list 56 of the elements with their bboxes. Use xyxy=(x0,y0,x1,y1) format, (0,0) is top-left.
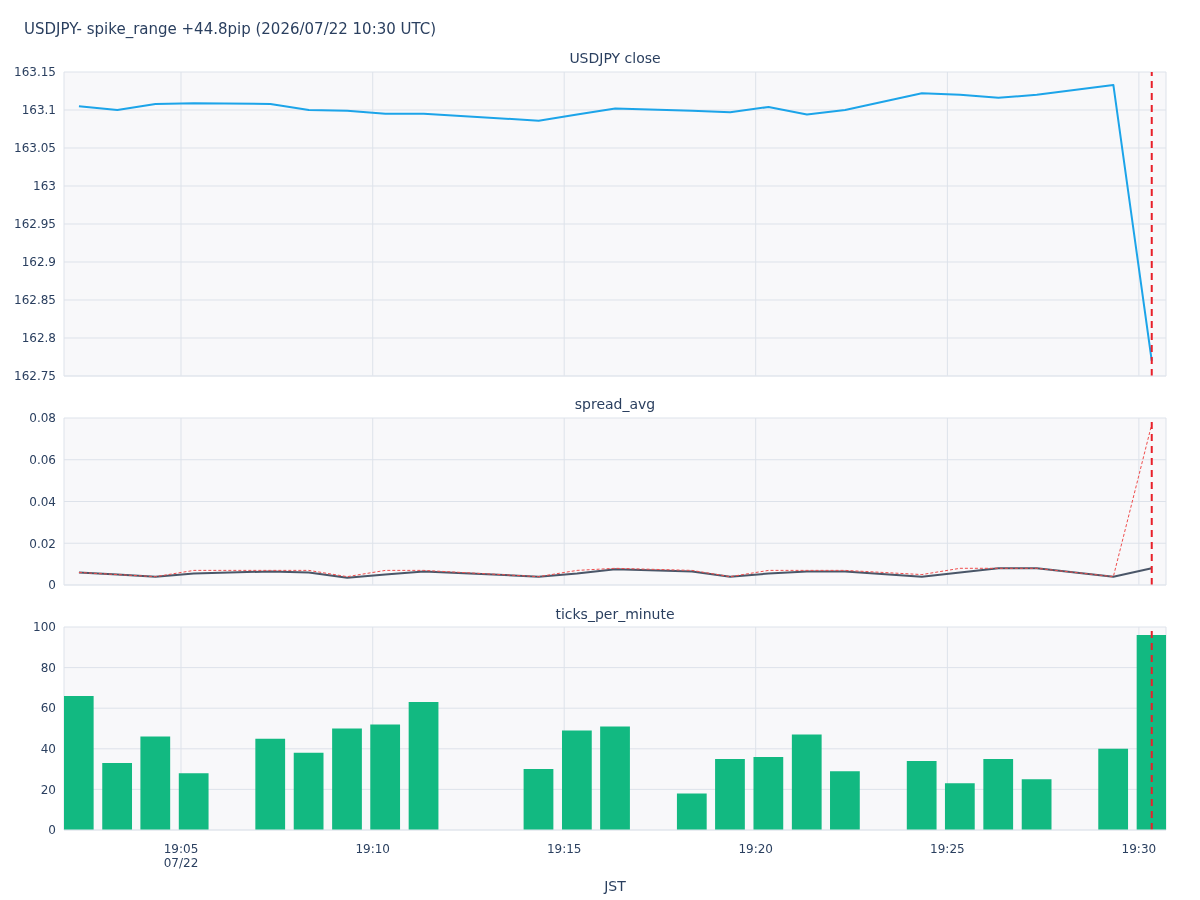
y-tick-label: 0 xyxy=(48,578,56,593)
y-tick-label: 80 xyxy=(40,660,56,675)
y-tick-label: 162.8 xyxy=(21,331,56,346)
bar xyxy=(332,728,362,830)
bar xyxy=(1136,635,1166,830)
bar xyxy=(293,752,324,830)
bar xyxy=(140,736,171,830)
y-tick-label: 163.15 xyxy=(14,65,56,80)
y-tick-label: 100 xyxy=(33,620,56,635)
bar xyxy=(523,769,554,830)
chart-title: spread_avg xyxy=(573,396,657,412)
y-tick-label: 162.75 xyxy=(14,369,56,384)
y-tick-label: 0.06 xyxy=(29,453,56,468)
bar xyxy=(753,756,784,830)
chart-subtitle: USDJPY close xyxy=(568,50,662,66)
y-tick-label: 163.05 xyxy=(14,141,56,156)
x-tick-label: 19:15 xyxy=(546,841,582,856)
x-tick-label: 19:25 xyxy=(930,841,965,856)
y-tick-label: 60 xyxy=(40,701,56,716)
bar xyxy=(102,763,133,830)
bar xyxy=(255,738,286,830)
bar xyxy=(178,773,209,830)
x-tick-label: 19:10 xyxy=(355,841,391,856)
y-tick-label: 162.95 xyxy=(14,217,56,232)
line-series xyxy=(77,567,1153,579)
chart-title: ticks_per_minute xyxy=(554,606,676,622)
y-tick-label: 163.1 xyxy=(21,103,56,118)
y-tick-label: 0.08 xyxy=(29,411,56,426)
chart-title: USDJPY- spike_range +44.8pip (2026/07/22 10:30 UTC) xyxy=(24,20,437,38)
bar xyxy=(830,771,860,830)
bar xyxy=(408,702,439,830)
y-tick-label: 162.85 xyxy=(14,293,56,308)
bar xyxy=(906,760,937,830)
bar xyxy=(370,724,401,830)
x-tick-label: 19:05 07/22 xyxy=(163,841,199,871)
y-tick-label: 0 xyxy=(48,823,56,838)
bar xyxy=(944,783,975,830)
bar xyxy=(64,696,94,830)
y-tick-label: 162.9 xyxy=(21,255,56,270)
y-tick-label: 163 xyxy=(33,179,56,194)
bar xyxy=(600,726,630,830)
y-tick-label: 0.02 xyxy=(29,536,56,551)
x-tick-label: 19:20 xyxy=(738,841,773,856)
y-tick-label: 40 xyxy=(40,742,56,757)
x-axis-title: JST xyxy=(602,878,627,894)
bar xyxy=(1098,748,1129,830)
bar xyxy=(561,730,592,830)
line-series xyxy=(77,83,1153,362)
bar xyxy=(715,758,745,830)
bar xyxy=(1021,779,1052,830)
y-tick-label: 20 xyxy=(40,782,56,797)
bar xyxy=(983,758,1014,830)
x-tick-label: 19:30 xyxy=(1121,841,1157,856)
bar xyxy=(791,734,822,830)
y-tick-label: 0.04 xyxy=(29,494,56,509)
bar xyxy=(676,793,707,830)
